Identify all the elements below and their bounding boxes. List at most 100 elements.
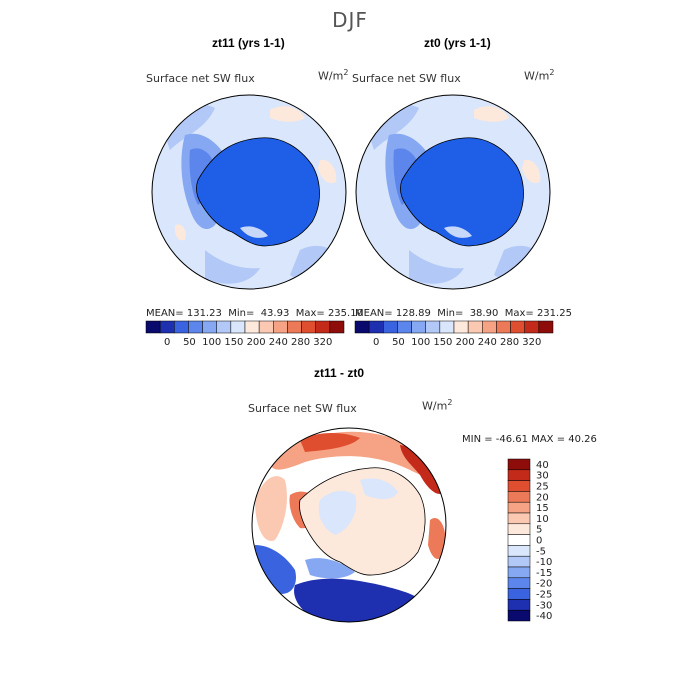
panel-3-colorbar-cell bbox=[507, 512, 531, 525]
panel-3-colorbar-tick: 0 bbox=[536, 536, 542, 547]
panel-3-colorbar-cell bbox=[507, 566, 531, 579]
panel-3-colorbar-tick: -30 bbox=[536, 600, 552, 611]
panel-1-mean: 131.23 bbox=[186, 308, 222, 319]
panel-2-colorbar-cell bbox=[383, 320, 398, 334]
panel-1-colorbar-cell bbox=[188, 320, 203, 334]
panel-3-colorbar-tick: -20 bbox=[536, 579, 552, 590]
panel-3-colorbar-tick: -5 bbox=[536, 546, 546, 557]
panel-1-colorbar-cell bbox=[329, 320, 345, 334]
panel-2-colorbar-tick: 100 bbox=[411, 337, 430, 348]
panel-3-colorbar-tick: -25 bbox=[536, 590, 552, 601]
panel-2-colorbar-tick: 200 bbox=[456, 337, 475, 348]
panel-2-colorbar-cell bbox=[425, 320, 441, 334]
panel-2-colorbar-tick: 0 bbox=[373, 337, 379, 348]
panel-3-map-border bbox=[251, 427, 447, 623]
panel-3-colorbar-cell bbox=[507, 599, 531, 611]
panel-1-colorbar-tick: 150 bbox=[224, 337, 243, 348]
panel-2-colorbar-cell bbox=[524, 320, 540, 334]
panel-1-colorbar-cell bbox=[273, 320, 288, 334]
panel-3-colorbar-cell bbox=[507, 555, 531, 568]
panel-3-colorbar-cell bbox=[507, 588, 531, 600]
panel-2-units: W/m2 bbox=[524, 68, 555, 83]
panel-2-colorbar-tick: 320 bbox=[522, 337, 541, 348]
panel-2-colorbar-cell bbox=[439, 320, 455, 334]
panel-2-colorbar-tick: 240 bbox=[478, 337, 497, 348]
panel-3-units: W/m2 bbox=[422, 398, 453, 413]
panel-1-colorbar-cell bbox=[230, 320, 246, 334]
panel-3-colorbar-cell bbox=[507, 523, 531, 535]
panel-1-colorbar-cell bbox=[145, 320, 161, 334]
panel-1-colorbar-tick: 100 bbox=[202, 337, 221, 348]
panel-2-colorbar-cell bbox=[354, 320, 370, 334]
panel-3-colorbar-tick: 10 bbox=[536, 514, 549, 525]
panel-1-stats: MEAN= 131.23 Min= 43.93 Max= 235.10 bbox=[146, 308, 363, 319]
panel-2-colorbar-cell bbox=[496, 320, 511, 334]
panel-3-colorbar-cell bbox=[507, 480, 531, 492]
panel-3-colorbar-cell bbox=[507, 577, 531, 589]
panel-2-mean: 128.89 bbox=[395, 308, 431, 319]
panel-1-colorbar-cell bbox=[202, 320, 217, 334]
panel-2-colorbar-cell bbox=[411, 320, 426, 334]
panel-1-colorbar-tick: 200 bbox=[247, 337, 266, 348]
panel-3-colorbar-cell bbox=[507, 501, 531, 514]
panel-1-title: zt11 (yrs 1-1) bbox=[212, 36, 285, 50]
panel-3-colorbar-tick: -15 bbox=[536, 568, 552, 579]
panel-2-colorbar-cell bbox=[510, 320, 525, 334]
panel-3-colorbar-tick: 5 bbox=[536, 525, 542, 536]
panel-1-colorbar-cell bbox=[216, 320, 232, 334]
panel-3-colorbar-tick: 15 bbox=[536, 503, 549, 514]
panel-1-variable: Surface net SW flux bbox=[146, 72, 255, 85]
panel-2-variable: Surface net SW flux bbox=[352, 72, 461, 85]
panel-3-variable: Surface net SW flux bbox=[248, 402, 357, 415]
panel-2-colorbar-cell bbox=[397, 320, 412, 334]
panel-3-title: zt11 - zt0 bbox=[314, 366, 365, 380]
panel-2-map-border bbox=[355, 94, 551, 290]
panel-3-map bbox=[252, 428, 446, 622]
panel-3-colorbar-tick: 30 bbox=[536, 471, 549, 482]
panel-1-colorbar-cell bbox=[315, 320, 331, 334]
panel-2-max: 231.25 bbox=[536, 308, 572, 319]
panel-3-colorbar-tick: -10 bbox=[536, 557, 552, 568]
panel-1-colorbar-tick: 50 bbox=[183, 337, 196, 348]
panel-1-colorbar-tick: 320 bbox=[313, 337, 332, 348]
panel-2-colorbar-cell bbox=[453, 320, 469, 334]
panel-3-colorbar-cell bbox=[507, 469, 531, 481]
panel-2-colorbar-cell bbox=[467, 320, 483, 334]
panel-3-colorbar-tick: -40 bbox=[536, 611, 552, 622]
panel-3-colorbar-cell bbox=[507, 534, 531, 546]
panel-3-colorbar-cell bbox=[507, 458, 531, 471]
panel-2-colorbar-cell bbox=[368, 320, 384, 334]
panel-2-map bbox=[356, 95, 550, 289]
panel-3-colorbar-cell bbox=[507, 491, 531, 503]
panel-3-colorbar-tick: 40 bbox=[536, 460, 549, 471]
panel-1-colorbar-cell bbox=[244, 320, 260, 334]
panel-2-colorbar-tick: 150 bbox=[433, 337, 452, 348]
panel-1-colorbar-cell bbox=[174, 320, 189, 334]
panel-1-colorbar-cell bbox=[301, 320, 316, 334]
panel-2-colorbar-tick: 50 bbox=[392, 337, 405, 348]
panel-1-min: 43.93 bbox=[260, 308, 290, 319]
panel-1-units: W/m2 bbox=[318, 68, 349, 83]
panel-1-map bbox=[152, 95, 346, 289]
panel-2-colorbar-cell bbox=[538, 320, 554, 334]
panel-3-colorbar-cell bbox=[507, 545, 531, 557]
panel-2-stats: MEAN= 128.89 Min= 38.90 Max= 231.25 bbox=[355, 308, 572, 319]
panel-1-colorbar-cell bbox=[258, 320, 274, 334]
panel-1-map-border bbox=[151, 94, 347, 290]
panel-3-colorbar-tick: 20 bbox=[536, 492, 549, 503]
panel-1-colorbar-tick: 240 bbox=[269, 337, 288, 348]
panel-1-colorbar-cell bbox=[159, 320, 175, 334]
panel-1-colorbar-tick: 280 bbox=[291, 337, 310, 348]
panel-1-max: 235.10 bbox=[327, 308, 363, 319]
panel-1-colorbar-cell bbox=[287, 320, 302, 334]
panel-2-min: 38.90 bbox=[469, 308, 499, 319]
panel-3-colorbar-cell bbox=[507, 609, 531, 622]
figure-title: DJF bbox=[332, 8, 368, 32]
panel-3-minmax: MIN = -46.61 MAX = 40.26 bbox=[462, 434, 597, 445]
panel-2-title: zt0 (yrs 1-1) bbox=[424, 36, 491, 50]
panel-2-colorbar-tick: 280 bbox=[500, 337, 519, 348]
panel-1-colorbar-tick: 0 bbox=[164, 337, 170, 348]
panel-3-colorbar-tick: 25 bbox=[536, 482, 549, 493]
panel-2-colorbar-cell bbox=[482, 320, 497, 334]
